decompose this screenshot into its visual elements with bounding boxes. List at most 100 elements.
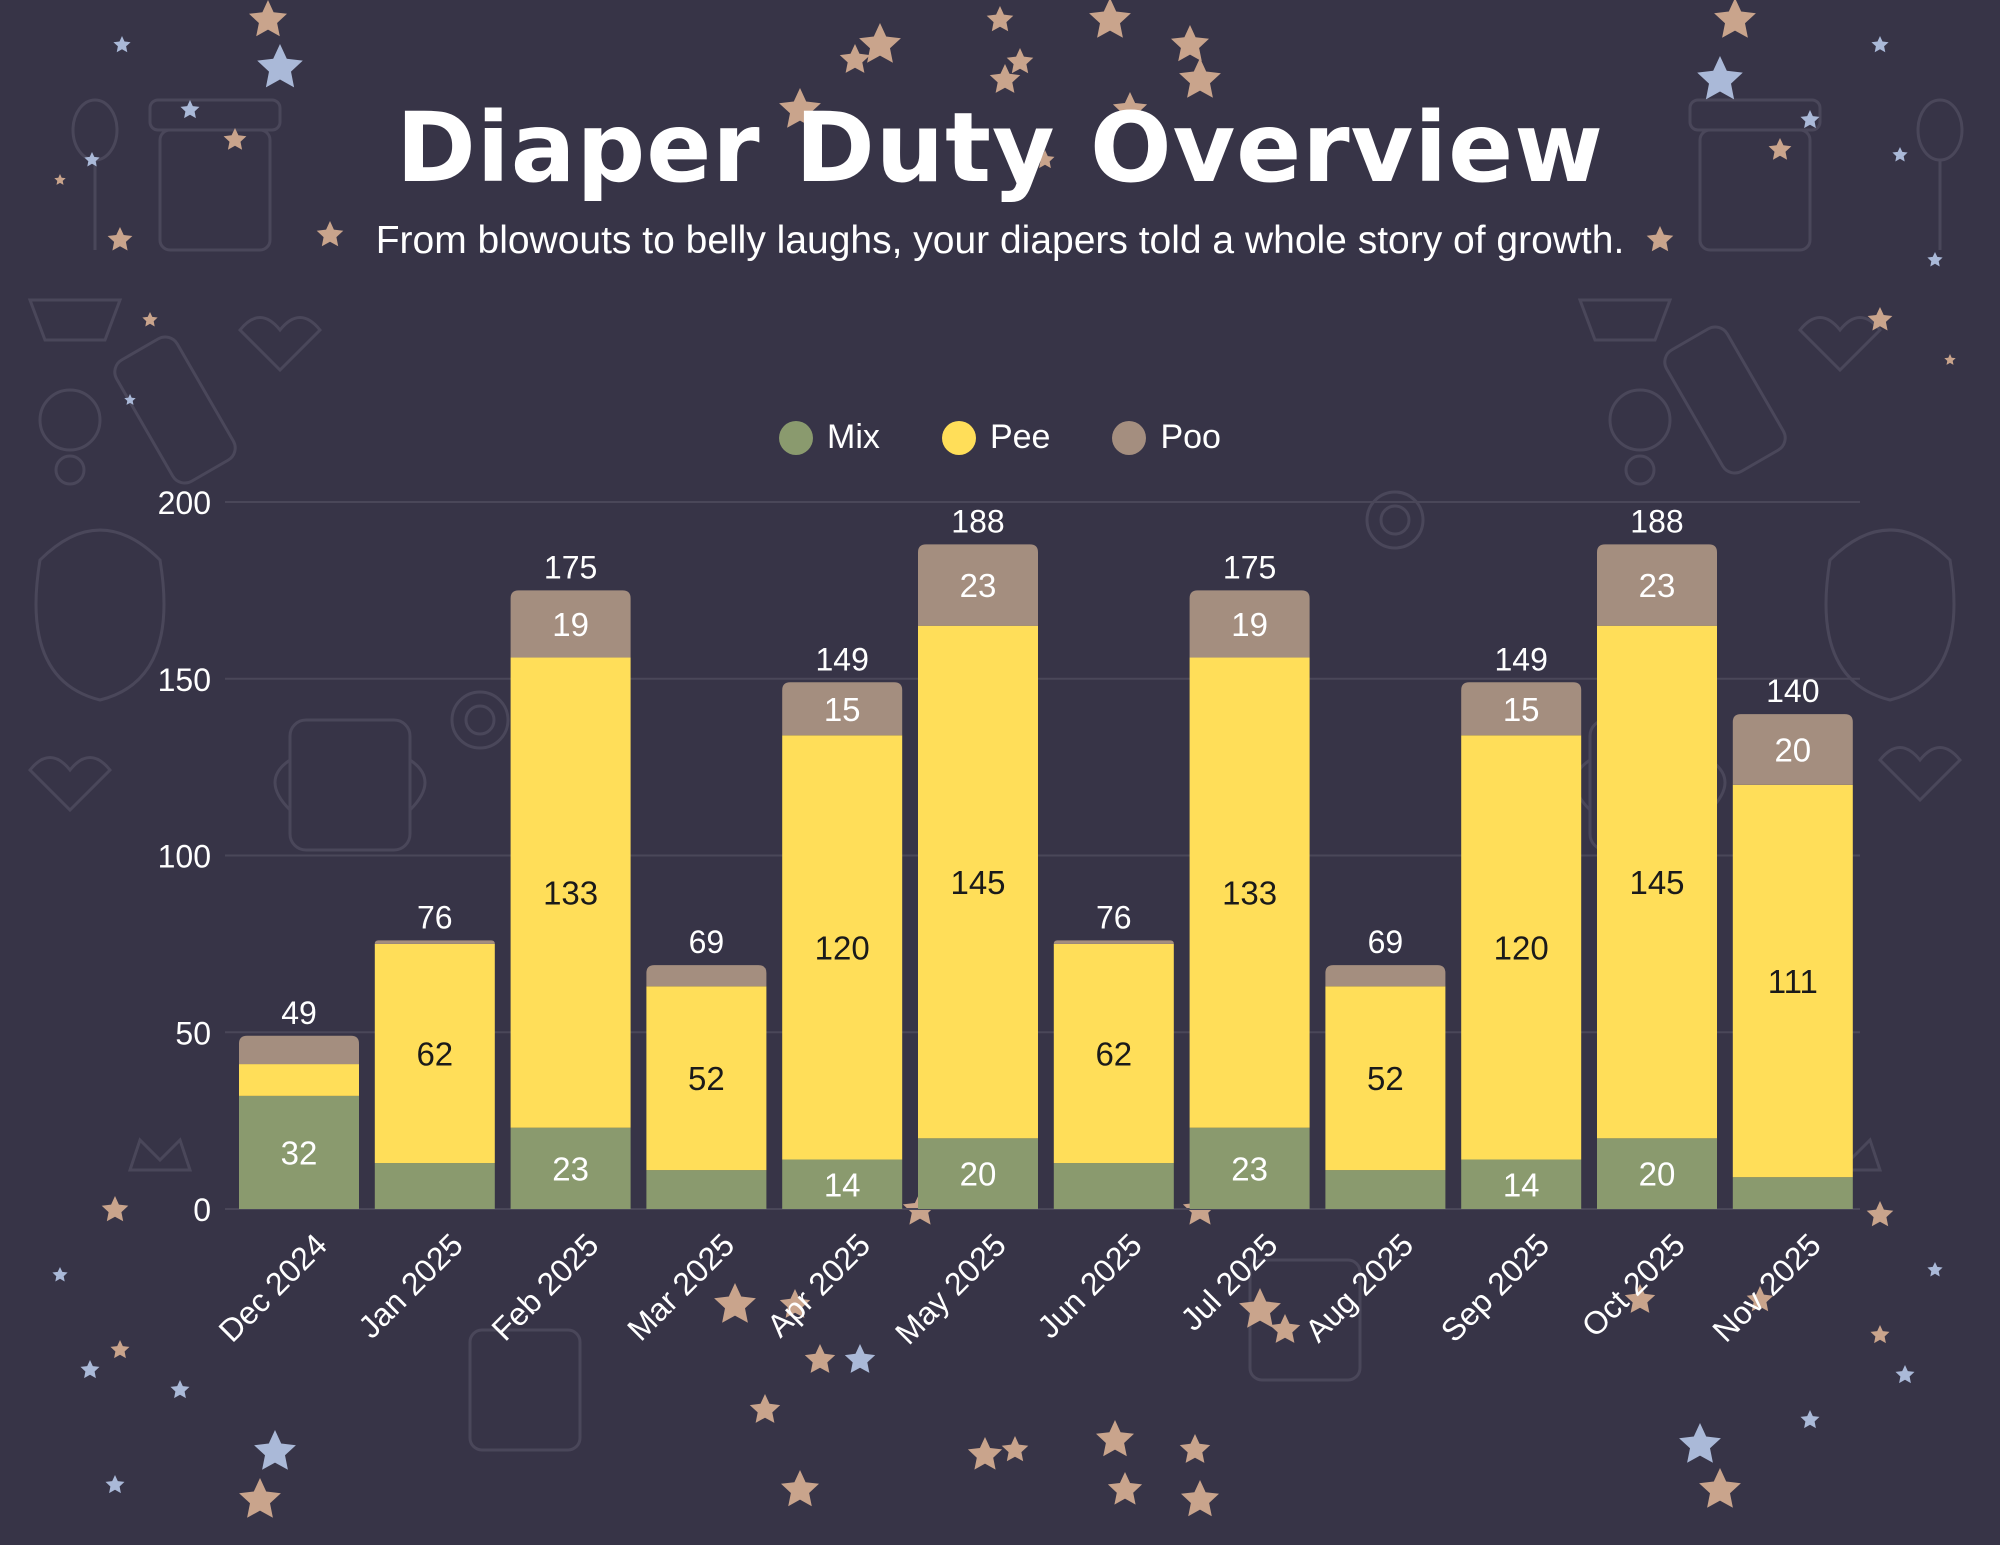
star-icon [1096, 1420, 1134, 1457]
star-icon [1112, 92, 1148, 125]
star-icon [84, 152, 100, 167]
bar-segment-poo [1461, 682, 1582, 736]
segment-value-label: 14 [1503, 1166, 1540, 1203]
segment-value-label: 62 [1095, 1035, 1132, 1072]
star-icon [1768, 138, 1792, 160]
segment-value-label: 120 [1494, 929, 1549, 966]
bar-total-label: 149 [816, 641, 869, 677]
bar-segment-poo [239, 1035, 359, 1065]
flower-icon [1365, 490, 1425, 550]
legend-item-poo: Poo [1112, 418, 1221, 457]
star-icon [1181, 1480, 1219, 1517]
bar-segment-pee [510, 657, 631, 1128]
bar-total-label: 140 [1766, 673, 1819, 709]
star-icon [1006, 48, 1034, 74]
bar-segment-pee [374, 943, 495, 1164]
legend-swatch-poo [1112, 420, 1147, 455]
bar-segment-mix [646, 1170, 767, 1209]
bar-segment-pee [1732, 784, 1853, 1178]
star-icon [223, 128, 247, 150]
bar-total-label: 76 [417, 899, 453, 935]
star-icon [180, 100, 200, 119]
star-icon [110, 1340, 130, 1359]
baby-bottle-icon [1663, 325, 1787, 475]
star-icon [107, 227, 133, 251]
legend-label-pee: Pee [989, 418, 1051, 456]
flower-icon [450, 690, 510, 750]
bar-total-label: 149 [1495, 641, 1548, 677]
star-icon [52, 1267, 68, 1282]
star-icon [113, 36, 131, 53]
pacifier-icon [1608, 388, 1672, 486]
segment-value-label: 62 [416, 1035, 453, 1072]
y-tick-label: 150 [158, 662, 211, 698]
baby-food-jar-icon [1688, 98, 1822, 252]
sippy-cup-icon [273, 718, 427, 852]
bar-segment-mix [374, 1163, 495, 1209]
star-icon [967, 1437, 1003, 1470]
star-icon [1269, 1314, 1301, 1343]
bar-segment-mix [1325, 1170, 1446, 1209]
spoon-icon [1916, 98, 1964, 250]
star-icon [779, 88, 821, 128]
star-icon [1171, 25, 1209, 62]
bar-segment-mix [1732, 1177, 1853, 1209]
bar-segment-pee [782, 735, 903, 1160]
heart-icon [1877, 746, 1963, 803]
x-tick-label: Aug 2025 [1298, 1226, 1420, 1348]
bar-segment-pee [918, 625, 1038, 1139]
bib-icon [1824, 528, 1956, 702]
y-tick-label: 200 [158, 485, 211, 521]
segment-value-label: 133 [1222, 875, 1277, 912]
star-icon [170, 1380, 190, 1399]
bar-segment-mix [1053, 1163, 1174, 1209]
star-icon [1624, 1284, 1656, 1313]
heart-icon [237, 316, 323, 373]
y-tick-label: 100 [158, 839, 211, 875]
crown-icon [127, 1137, 193, 1172]
segment-value-label: 133 [543, 875, 598, 912]
star-icon [844, 1344, 876, 1373]
legend-swatch-mix [779, 420, 814, 455]
x-tick-label: Sep 2025 [1434, 1226, 1556, 1348]
legend-swatch-pee [941, 420, 976, 455]
segment-value-label: 20 [960, 1156, 997, 1193]
bar-segment-poo [510, 590, 631, 658]
bar-total-label: 175 [544, 549, 597, 585]
segment-value-label: 145 [1629, 864, 1684, 901]
bar-segment-mix [782, 1159, 903, 1209]
segment-value-label: 15 [1503, 691, 1540, 728]
star-icon [1800, 1410, 1820, 1429]
bib-icon [34, 528, 166, 702]
bar-segment-poo [1597, 544, 1717, 626]
bar-segment-poo [918, 544, 1038, 626]
bar-segment-pee [1461, 735, 1582, 1160]
bar-segment-mix [918, 1138, 1038, 1209]
segment-value-label: 120 [815, 929, 870, 966]
star-icon [1679, 1423, 1721, 1463]
star-icon [1697, 56, 1743, 100]
baby-bowl-icon [27, 298, 123, 342]
chart-legend: Mix Pee Poo [0, 418, 2000, 457]
star-icon [254, 1430, 296, 1470]
star-icon [781, 1470, 819, 1507]
star-icon [804, 1344, 836, 1373]
x-tick-label: Nov 2025 [1705, 1226, 1827, 1348]
bar-segment-pee [646, 986, 767, 1171]
y-tick-label: 50 [175, 1015, 211, 1051]
bar-total-label: 175 [1223, 549, 1276, 585]
baby-bottle-icon [113, 335, 237, 485]
star-icon [1646, 226, 1674, 252]
segment-value-label: 19 [552, 606, 589, 643]
bar-segment-poo [1053, 940, 1174, 944]
bar-segment-mix [239, 1095, 359, 1209]
x-tick-label: Jun 2025 [1030, 1226, 1149, 1345]
star-icon [1001, 1436, 1029, 1462]
segment-value-label: 23 [552, 1150, 589, 1187]
bar-segment-pee [1189, 657, 1310, 1128]
star-icon [1927, 252, 1943, 267]
segment-value-label: 23 [1231, 1150, 1268, 1187]
bar-total-label: 49 [281, 995, 317, 1031]
star-icon [1179, 58, 1221, 98]
